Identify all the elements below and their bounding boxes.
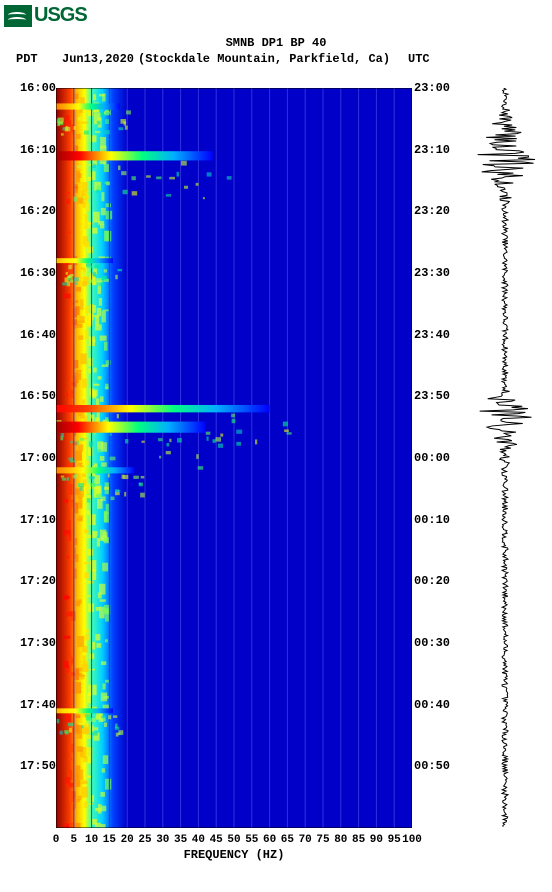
y-right-tick: 00:40 <box>414 698 458 712</box>
location-label: (Stockdale Mountain, Parkfield, Ca) <box>138 52 390 66</box>
waveform-trace <box>470 88 540 828</box>
y-right-tick: 00:10 <box>414 513 458 527</box>
x-axis: 0510152025303540455055606570758085909510… <box>56 830 412 846</box>
y-axis-right: 23:0023:1023:2023:3023:4023:5000:0000:10… <box>414 88 458 828</box>
spectrogram-plot <box>56 88 412 828</box>
y-right-tick: 00:20 <box>414 574 458 588</box>
y-axis-left: 16:0016:1016:2016:3016:4016:5017:0017:10… <box>12 88 56 828</box>
x-tick: 40 <box>192 834 205 846</box>
x-tick: 65 <box>281 834 294 846</box>
y-right-tick: 00:00 <box>414 451 458 465</box>
y-left-tick: 16:50 <box>12 389 56 403</box>
y-left-tick: 16:00 <box>12 81 56 95</box>
x-tick: 0 <box>53 834 60 846</box>
y-left-tick: 16:20 <box>12 204 56 218</box>
y-right-tick: 23:30 <box>414 266 458 280</box>
x-tick: 30 <box>156 834 169 846</box>
y-right-tick: 00:50 <box>414 759 458 773</box>
usgs-logo-text: USGS <box>34 4 87 27</box>
usgs-wave-icon <box>4 5 32 27</box>
y-left-tick: 17:50 <box>12 759 56 773</box>
y-right-tick: 23:10 <box>414 143 458 157</box>
x-axis-label: FREQUENCY (HZ) <box>56 848 412 862</box>
x-tick: 85 <box>352 834 365 846</box>
x-tick: 50 <box>227 834 240 846</box>
x-tick: 100 <box>402 834 422 846</box>
x-tick: 70 <box>299 834 312 846</box>
x-tick: 95 <box>388 834 401 846</box>
y-right-tick: 23:00 <box>414 81 458 95</box>
spectrogram-canvas <box>56 88 412 828</box>
x-tick: 10 <box>85 834 98 846</box>
y-left-tick: 17:00 <box>12 451 56 465</box>
x-tick: 45 <box>210 834 223 846</box>
y-right-tick: 23:40 <box>414 328 458 342</box>
y-right-tick: 23:20 <box>414 204 458 218</box>
plot-title: SMNB DP1 BP 40 <box>0 36 552 50</box>
y-left-tick: 16:30 <box>12 266 56 280</box>
x-tick: 90 <box>370 834 383 846</box>
tz-left-label: PDT <box>16 52 38 66</box>
y-left-tick: 16:40 <box>12 328 56 342</box>
x-tick: 15 <box>103 834 116 846</box>
x-tick: 60 <box>263 834 276 846</box>
x-tick: 5 <box>70 834 77 846</box>
y-left-tick: 16:10 <box>12 143 56 157</box>
tz-right-label: UTC <box>408 52 430 66</box>
x-tick: 35 <box>174 834 187 846</box>
x-tick: 25 <box>138 834 151 846</box>
y-right-tick: 00:30 <box>414 636 458 650</box>
x-tick: 80 <box>334 834 347 846</box>
y-left-tick: 17:30 <box>12 636 56 650</box>
usgs-logo: USGS <box>4 4 87 27</box>
y-left-tick: 17:20 <box>12 574 56 588</box>
y-right-tick: 23:50 <box>414 389 458 403</box>
y-left-tick: 17:40 <box>12 698 56 712</box>
x-tick: 55 <box>245 834 258 846</box>
y-left-tick: 17:10 <box>12 513 56 527</box>
x-tick: 20 <box>121 834 134 846</box>
date-label: Jun13,2020 <box>62 52 134 66</box>
x-tick: 75 <box>316 834 329 846</box>
